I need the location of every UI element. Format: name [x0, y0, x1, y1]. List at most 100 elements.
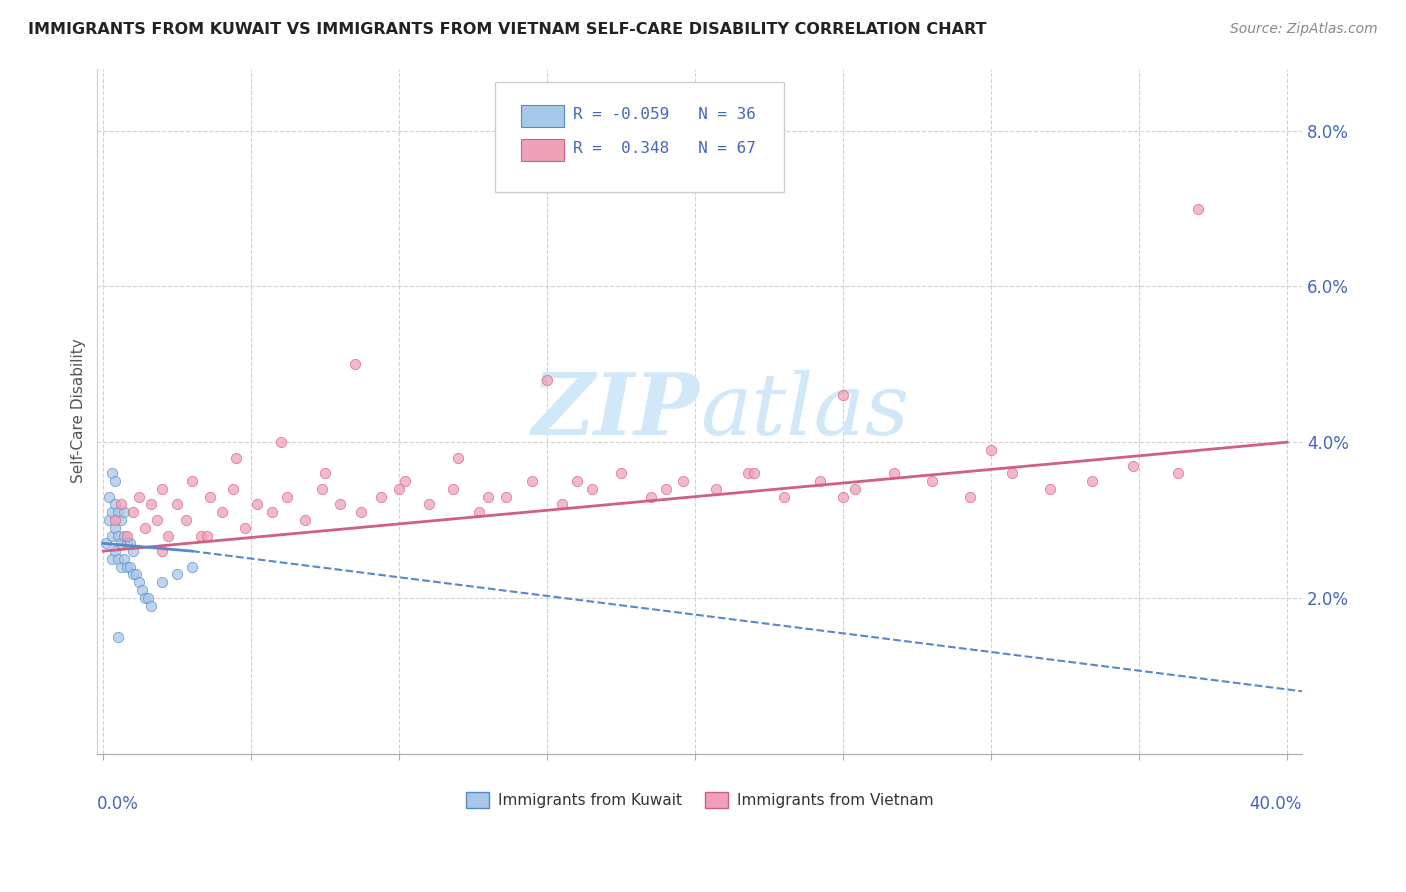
Point: [773, 490, 796, 504]
Bar: [522, 105, 564, 127]
Point: [122, 544, 145, 558]
Point: [418, 497, 440, 511]
Point: [640, 490, 662, 504]
Point: [115, 559, 138, 574]
Point: [107, 630, 129, 644]
Point: [131, 582, 153, 597]
Point: [136, 591, 159, 605]
Point: [152, 482, 174, 496]
Point: [222, 482, 245, 496]
Point: [495, 490, 517, 504]
Point: [115, 528, 138, 542]
Point: [394, 474, 416, 488]
Point: [152, 544, 174, 558]
Point: [1001, 467, 1024, 481]
Point: [122, 505, 145, 519]
Point: [1039, 482, 1062, 496]
Point: [115, 536, 138, 550]
Point: [134, 591, 156, 605]
Text: ZIP: ZIP: [531, 369, 700, 453]
Point: [98, 513, 121, 527]
Point: [181, 474, 204, 488]
Point: [112, 552, 135, 566]
Point: [110, 559, 132, 574]
Point: [139, 599, 162, 613]
Point: [128, 575, 150, 590]
Point: [581, 482, 603, 496]
Point: [107, 552, 129, 566]
Text: 40.0%: 40.0%: [1250, 795, 1302, 813]
Point: [343, 357, 366, 371]
Point: [107, 505, 129, 519]
Point: [157, 528, 180, 542]
Point: [921, 474, 943, 488]
Point: [96, 536, 118, 550]
Text: 0.0%: 0.0%: [97, 795, 139, 813]
Point: [536, 373, 558, 387]
Point: [122, 567, 145, 582]
Point: [1187, 202, 1209, 216]
Point: [246, 497, 269, 511]
Point: [181, 559, 204, 574]
Point: [1122, 458, 1144, 473]
Point: [112, 505, 135, 519]
Point: [101, 528, 124, 542]
Point: [311, 482, 333, 496]
Point: [112, 528, 135, 542]
Point: [959, 490, 981, 504]
Point: [441, 482, 464, 496]
Point: [225, 450, 247, 465]
Point: [388, 482, 411, 496]
Point: [980, 442, 1002, 457]
Point: [118, 536, 141, 550]
Point: [522, 474, 544, 488]
Point: [98, 490, 121, 504]
Point: [128, 490, 150, 504]
Point: [104, 497, 127, 511]
Point: [551, 497, 574, 511]
Point: [107, 528, 129, 542]
Point: [744, 467, 766, 481]
Legend: Immigrants from Kuwait, Immigrants from Vietnam: Immigrants from Kuwait, Immigrants from …: [460, 786, 939, 814]
Point: [101, 467, 124, 481]
Point: [447, 450, 470, 465]
Point: [329, 497, 352, 511]
Point: [477, 490, 499, 504]
Point: [883, 467, 905, 481]
Point: [233, 521, 256, 535]
Point: [270, 435, 292, 450]
Point: [468, 505, 491, 519]
Point: [1167, 467, 1189, 481]
Point: [211, 505, 233, 519]
Point: [134, 521, 156, 535]
Point: [110, 497, 132, 511]
Point: [654, 482, 676, 496]
Point: [104, 544, 127, 558]
Point: [844, 482, 866, 496]
Point: [737, 467, 759, 481]
Point: [370, 490, 392, 504]
Point: [195, 528, 218, 542]
Text: R = -0.059   N = 36: R = -0.059 N = 36: [574, 107, 756, 122]
Point: [276, 490, 298, 504]
Y-axis label: Self-Care Disability: Self-Care Disability: [72, 339, 86, 483]
Point: [110, 513, 132, 527]
Point: [139, 497, 162, 511]
Text: R =  0.348   N = 67: R = 0.348 N = 67: [574, 141, 756, 156]
Point: [832, 388, 855, 402]
Point: [294, 513, 316, 527]
Point: [190, 528, 212, 542]
Point: [101, 505, 124, 519]
Point: [101, 552, 124, 566]
Point: [174, 513, 197, 527]
Bar: [522, 139, 564, 161]
Point: [704, 482, 727, 496]
Point: [166, 497, 188, 511]
Point: [104, 474, 127, 488]
Point: [104, 521, 127, 535]
Point: [118, 559, 141, 574]
Point: [260, 505, 283, 519]
Point: [166, 567, 188, 582]
Point: [104, 513, 127, 527]
Point: [672, 474, 695, 488]
